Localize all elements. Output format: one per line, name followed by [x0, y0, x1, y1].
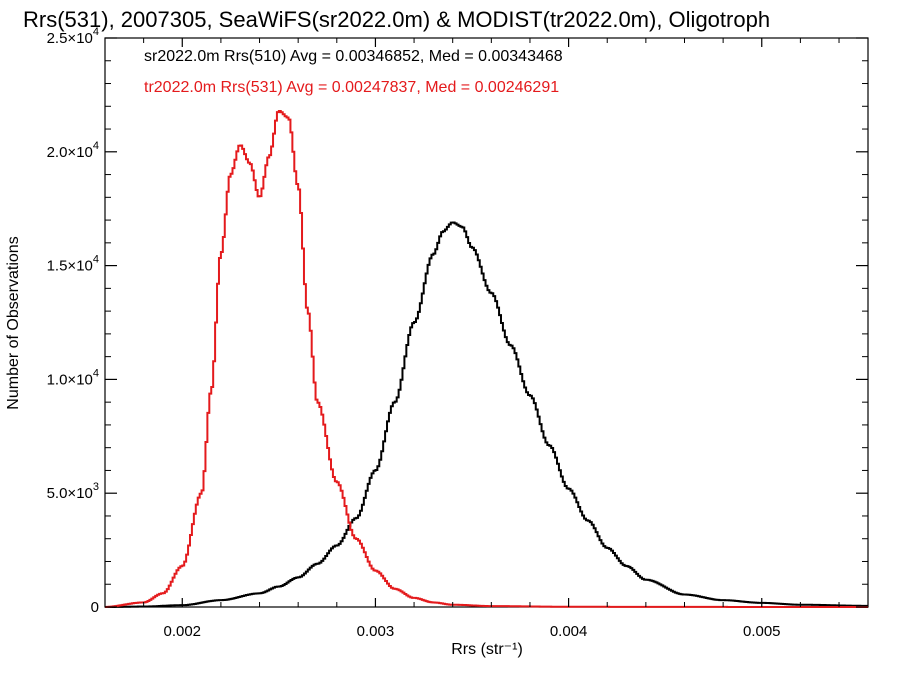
y-axis-label: Number of Observations: [5, 236, 22, 409]
x-axis: 0.002 0.003 0.004 0.005: [104, 38, 840, 640]
y-tick-mantissa: 1.0×10: [47, 371, 93, 388]
y-tick-label: 5.0×103: [47, 481, 99, 502]
legend-entry-sr2022: sr2022.0m Rrs(510) Avg = 0.00346852, Med…: [144, 48, 563, 65]
series-line-1: [105, 110, 868, 608]
y-tick-exponent: 4: [93, 367, 99, 379]
y-tick-exponent: 3: [93, 481, 99, 493]
plot-area: [104, 37, 869, 608]
legend: sr2022.0m Rrs(510) Avg = 0.00346852, Med…: [144, 48, 563, 96]
chart-title: Rrs(531), 2007305, SeaWiFS(sr2022.0m) & …: [23, 7, 770, 32]
y-tick-exponent: 4: [93, 26, 99, 38]
x-tick-label: 0.002: [163, 623, 201, 640]
x-tick-label: 0.003: [357, 623, 395, 640]
plot-frame: [104, 37, 869, 608]
x-axis-label: Rrs (str⁻¹): [451, 641, 523, 658]
series-line-0: [105, 221, 868, 608]
y-tick-mantissa: 1.5×10: [47, 258, 93, 275]
y-tick-label: 0: [91, 599, 99, 616]
y-tick-mantissa: 2.0×10: [47, 144, 93, 161]
y-tick-mantissa: 5.0×10: [47, 485, 93, 502]
y-tick-exponent: 4: [93, 140, 99, 152]
y-tick-label: 1.5×104: [47, 254, 99, 275]
y-tick-exponent: 4: [93, 254, 99, 266]
x-tick-label: 0.005: [743, 623, 781, 640]
y-tick-label: 2.0×104: [47, 140, 99, 161]
y-tick-mantissa: 0: [91, 599, 99, 616]
legend-entry-tr2022: tr2022.0m Rrs(531) Avg = 0.00247837, Med…: [144, 79, 559, 96]
y-tick-mantissa: 2.5×10: [47, 30, 93, 47]
x-tick-label: 0.004: [550, 623, 588, 640]
y-tick-label: 2.5×104: [47, 26, 99, 47]
y-tick-label: 1.0×104: [47, 367, 99, 388]
